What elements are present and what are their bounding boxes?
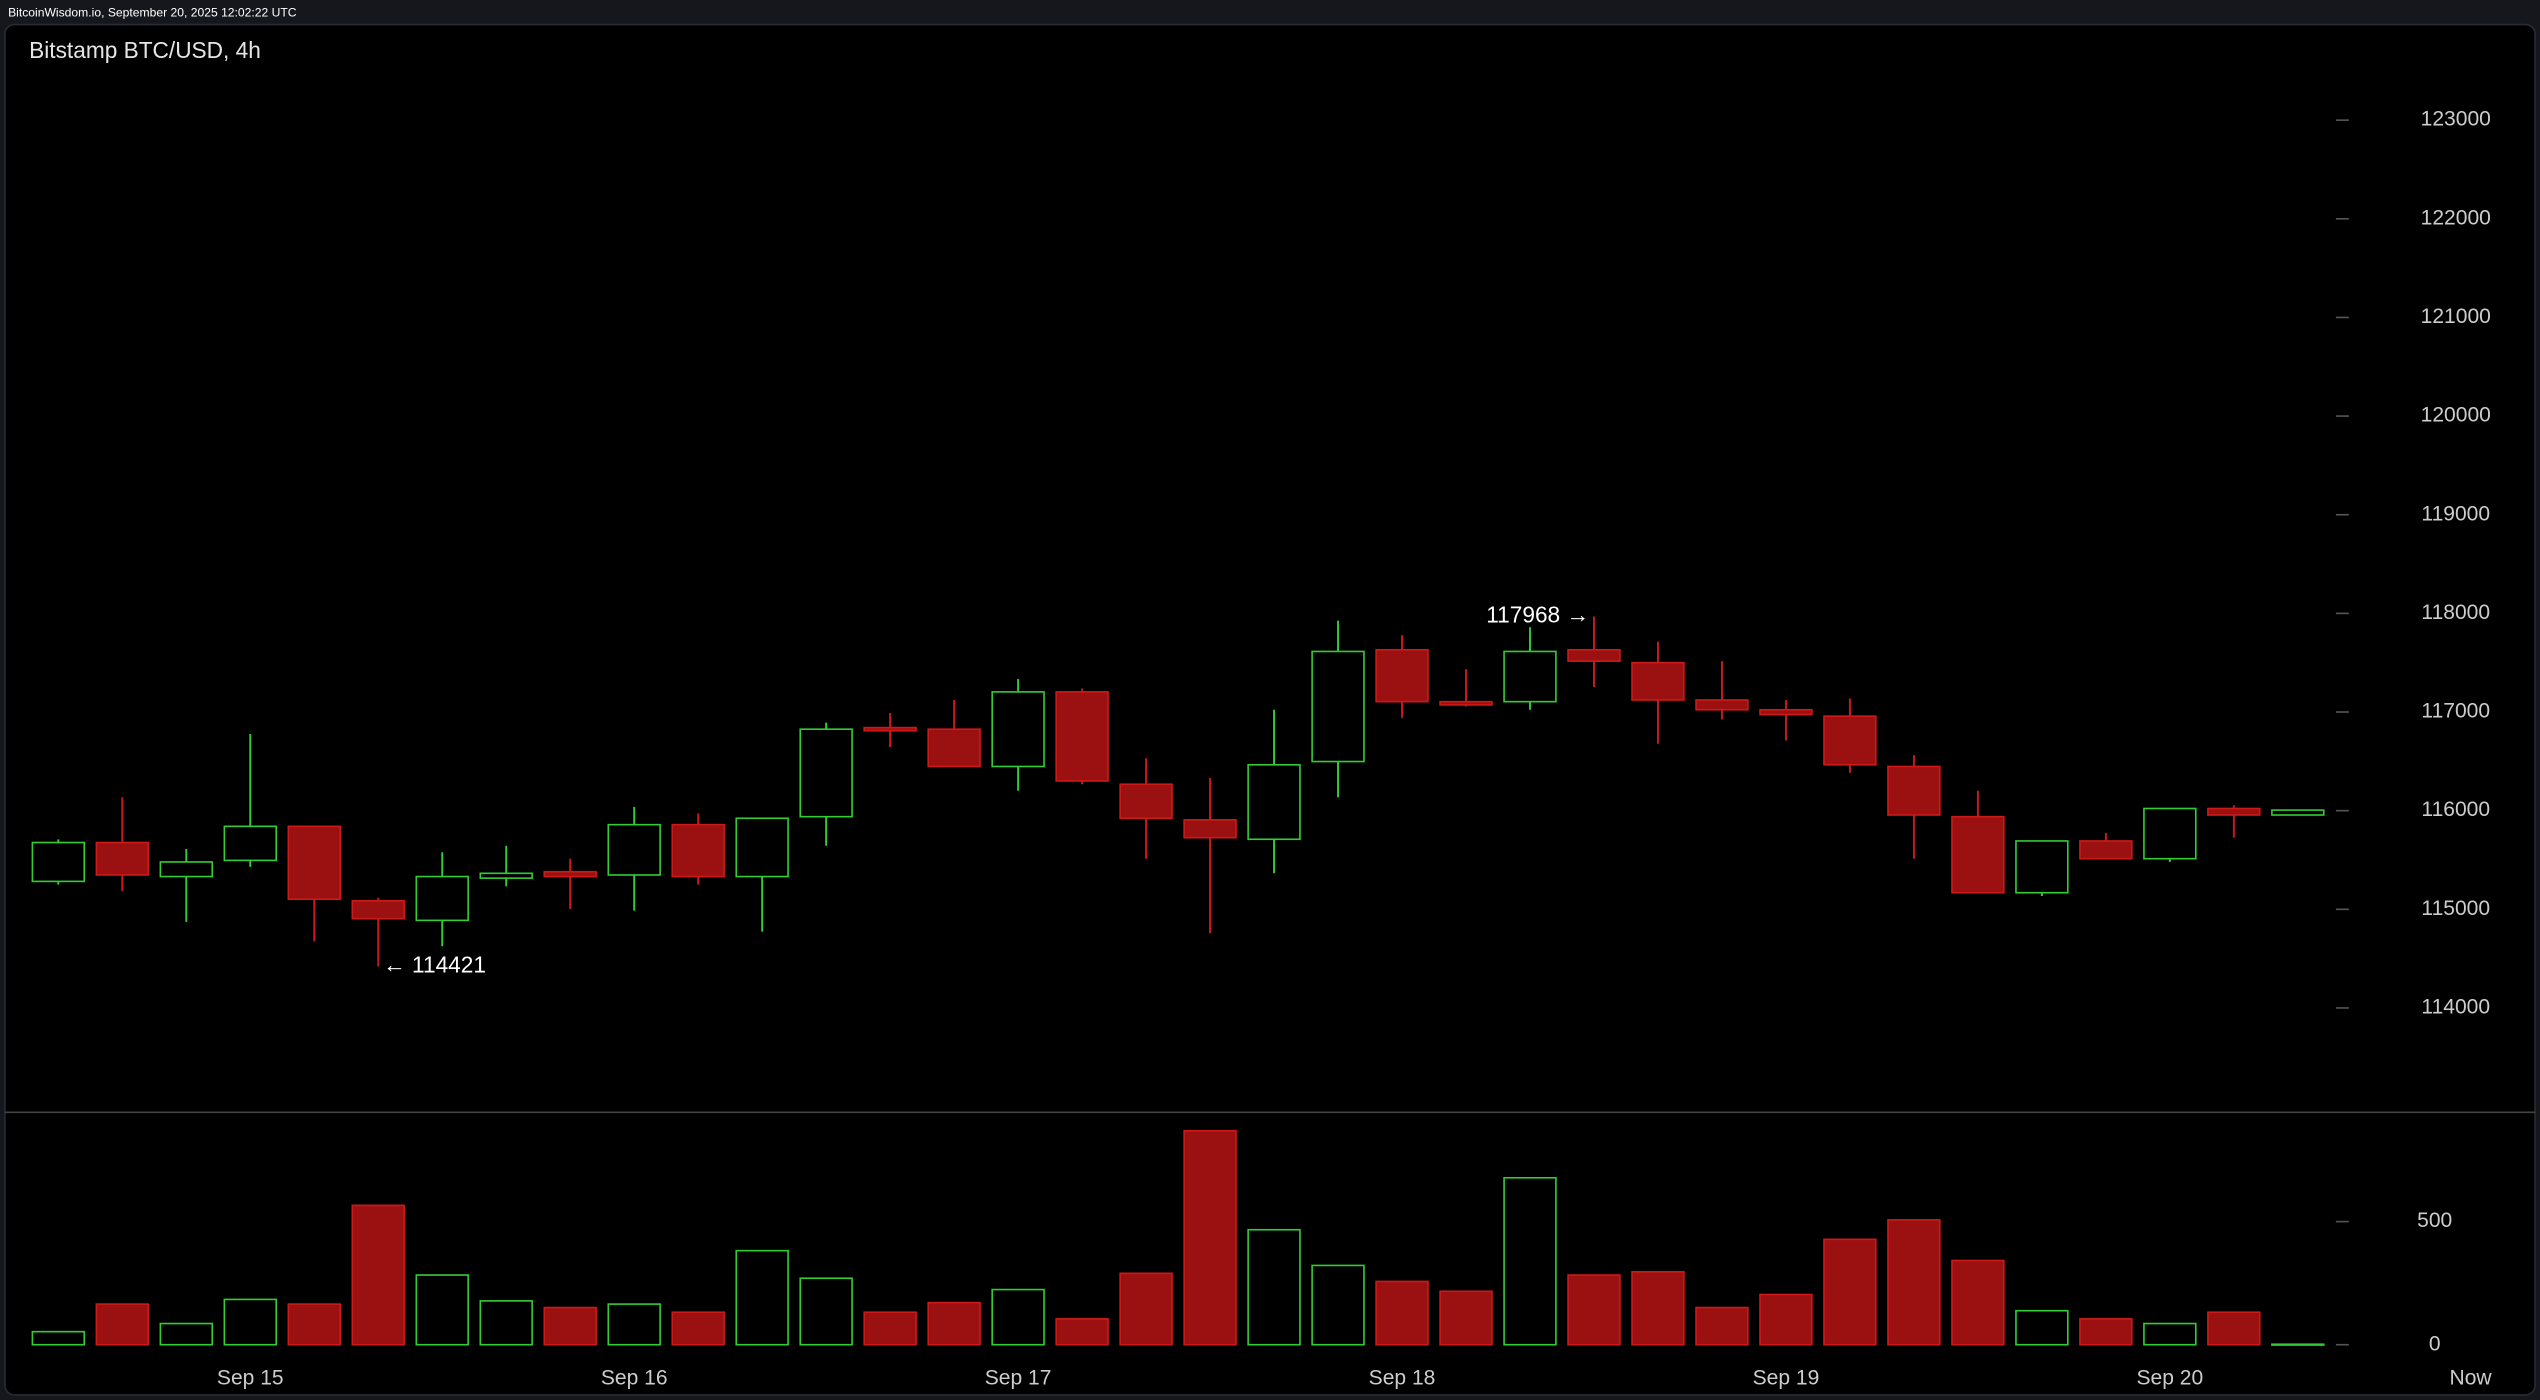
volume-bar — [1695, 1306, 1749, 1346]
y-tick-label: 121000 — [2421, 305, 2491, 328]
candle-body — [351, 900, 405, 920]
y-tick-label: 122000 — [2421, 206, 2491, 229]
volume-bar — [1375, 1280, 1429, 1346]
volume-bar — [159, 1322, 214, 1346]
candle-body — [1055, 691, 1109, 782]
candle-body — [1567, 648, 1621, 662]
volume-bar — [1055, 1318, 1109, 1346]
source-line: BitcoinWisdom.io, September 20, 2025 12:… — [8, 5, 297, 19]
candle-body — [2015, 840, 2069, 894]
candle-body — [1759, 708, 1813, 716]
candle-body — [1311, 650, 1365, 763]
volume-bar — [1823, 1238, 1877, 1346]
candle-body — [607, 823, 661, 876]
candle-body — [1119, 783, 1173, 820]
x-tick-label: Sep 15 — [217, 1366, 284, 1389]
volume-bar — [1439, 1290, 1493, 1346]
volume-bar — [1567, 1274, 1621, 1346]
y-tick-label: 120000 — [2421, 404, 2491, 427]
candle-body — [1247, 763, 1301, 841]
volume-bar — [479, 1300, 533, 1346]
volume-bar — [1183, 1129, 1237, 1346]
volume-bar — [1631, 1271, 1685, 1346]
candle-body — [1887, 765, 1941, 816]
volume-bar — [351, 1204, 405, 1346]
candle-body — [2271, 809, 2325, 816]
volume-bar — [2271, 1343, 2325, 1346]
volume-bar — [799, 1277, 853, 1346]
x-tick-label: Sep 20 — [2136, 1366, 2203, 1389]
y-tick-label: 115000 — [2421, 897, 2490, 920]
x-tick-label: Sep 18 — [1369, 1366, 1436, 1389]
x-tick-label: Sep 19 — [1753, 1366, 1820, 1389]
chart-title: Bitstamp BTC/USD, 4h — [29, 37, 261, 63]
y-tick-label: 114000 — [2421, 996, 2490, 1019]
volume-bar — [1503, 1176, 1557, 1346]
y-tick-label: 123000 — [2421, 108, 2491, 131]
candle-body — [1951, 815, 2005, 894]
candle-body — [1375, 648, 1429, 703]
volume-bar — [2207, 1311, 2261, 1346]
candle-body — [671, 823, 725, 878]
volume-bar — [991, 1288, 1045, 1346]
candle-body — [223, 825, 278, 862]
y-tick-label: 119000 — [2421, 502, 2490, 525]
volume-bar — [415, 1274, 469, 1346]
candle-body — [159, 861, 214, 878]
volume-tick-label: 500 — [2417, 1209, 2452, 1232]
volume-bar — [1311, 1264, 1365, 1346]
candle-body — [95, 841, 150, 876]
candle-body — [2143, 807, 2197, 860]
volume-bar — [223, 1298, 278, 1346]
candle-body — [991, 691, 1045, 768]
candle-body — [863, 726, 917, 732]
volume-tick-label: 0 — [2429, 1332, 2441, 1355]
candle-body — [2207, 807, 2261, 816]
candle-body — [543, 870, 597, 878]
volume-bar — [735, 1249, 789, 1346]
volume-bar — [95, 1303, 150, 1346]
x-tick-label: Sep 17 — [985, 1366, 1052, 1389]
candle-body — [1439, 700, 1493, 706]
candle-body — [1183, 819, 1237, 839]
chart-panel — [4, 23, 2536, 1396]
volume-bar — [1759, 1293, 1813, 1346]
candle-body — [415, 875, 469, 922]
y-tick-label: 117000 — [2421, 700, 2490, 723]
y-tick-label: 118000 — [2421, 601, 2490, 624]
candle-body — [2079, 840, 2133, 860]
volume-bar — [543, 1306, 597, 1346]
volume-bar — [927, 1301, 981, 1346]
volume-bar — [671, 1311, 725, 1346]
price-annotation: 117968 → — [1486, 602, 1589, 628]
volume-bar — [287, 1303, 341, 1346]
now-label: Now — [2450, 1366, 2493, 1389]
y-tick-label: 116000 — [2421, 798, 2490, 821]
volume-bar — [1119, 1272, 1173, 1346]
candle-body — [927, 728, 981, 768]
candle-body — [1695, 699, 1749, 711]
candle-body — [735, 817, 789, 878]
candle-body — [479, 872, 533, 879]
candle-body — [1631, 661, 1685, 701]
volume-bar — [1951, 1259, 2005, 1346]
candle-body — [1823, 715, 1877, 766]
volume-bar — [607, 1303, 661, 1346]
candle-body — [1503, 650, 1557, 703]
volume-bar — [2079, 1318, 2133, 1346]
volume-bar — [2143, 1322, 2197, 1346]
candle-body — [287, 825, 341, 901]
volume-bar — [2015, 1309, 2069, 1346]
volume-bar — [1247, 1228, 1301, 1346]
x-tick-label: Sep 16 — [601, 1366, 668, 1389]
candle-body — [799, 728, 853, 818]
price-annotation: ← 114421 — [383, 951, 486, 977]
candle-body — [31, 841, 86, 883]
volume-bar — [31, 1330, 86, 1346]
volume-bar — [1887, 1219, 1941, 1346]
volume-bar — [863, 1311, 917, 1346]
